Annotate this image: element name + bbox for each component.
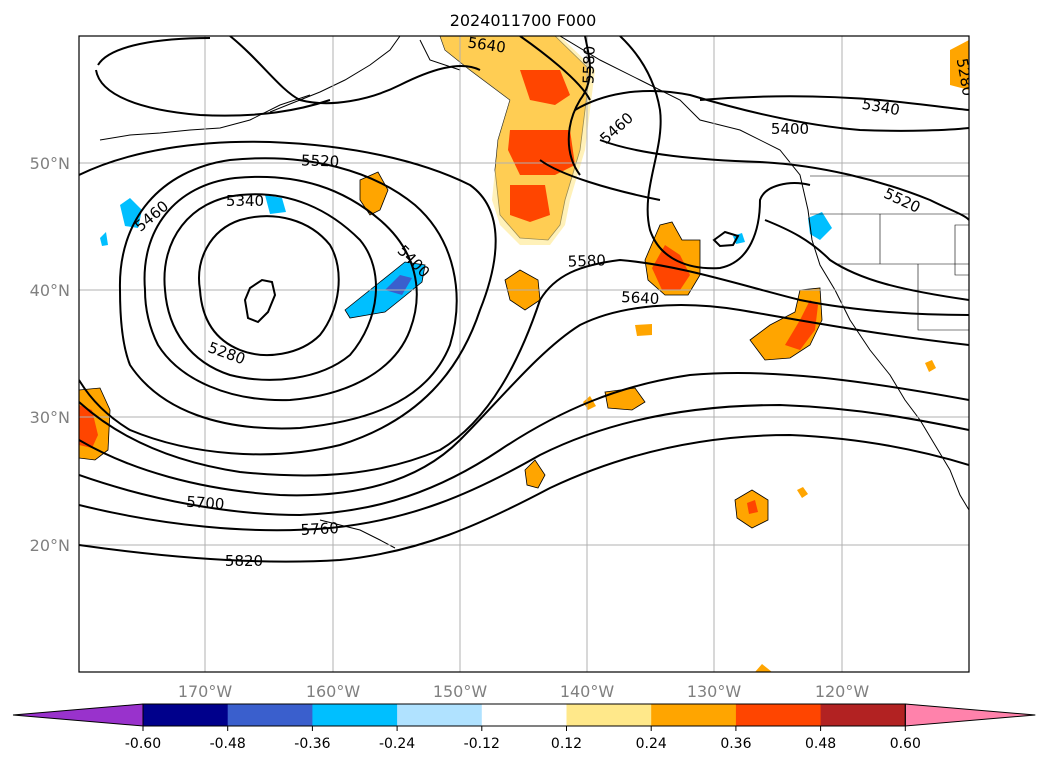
contour-label: 5400: [771, 120, 809, 138]
contour-5760: [79, 403, 969, 532]
map-frame: [78, 35, 970, 673]
contour-5700: [79, 372, 969, 517]
contour-5820: [79, 433, 969, 563]
lat-label: 50°N: [30, 154, 70, 173]
colorbar-cell: [651, 704, 737, 726]
colorbar-tick-label: -0.48: [210, 736, 246, 752]
shade-blob-136w: [635, 324, 652, 336]
colorbar-cell: [566, 704, 652, 726]
shade-blob-117w: [925, 360, 936, 372]
contour-5400: [143, 175, 418, 402]
colorbar-tick-label: 0.60: [890, 736, 921, 752]
colorbar-tick-label: -0.36: [294, 736, 330, 752]
contour-5460: [118, 157, 458, 430]
colorbar-tick-label: -0.60: [125, 736, 161, 752]
lon-label: 170°W: [178, 682, 233, 701]
lon-labels: 170°W 160°W 150°W 140°W 130°W 120°W: [178, 682, 870, 701]
lon-label: 160°W: [306, 682, 361, 701]
contour-north-2: [95, 69, 331, 117]
contour-5280: [198, 215, 340, 356]
contour-label: 5760: [300, 519, 339, 539]
colorbar-tick-label: 0.24: [636, 736, 667, 752]
contour-label: 5340: [226, 192, 264, 210]
contour-label: 5640: [621, 288, 660, 308]
contour-label: 5700: [186, 493, 225, 514]
colorbar-cell: [143, 704, 229, 726]
height-contours: [79, 36, 969, 563]
shade-blob-143w: [524, 459, 546, 489]
lon-label: 130°W: [687, 682, 742, 701]
colorbar-tick-label: 0.48: [805, 736, 836, 752]
colorbar-frame: [142, 703, 906, 727]
contour-5640-main: [79, 304, 969, 497]
contour-5460-ne: [599, 139, 969, 221]
colorbar-extend-high: [904, 703, 1036, 727]
lat-label: 40°N: [30, 281, 70, 300]
lat-label: 30°N: [30, 408, 70, 427]
shade-blue-west-2: [100, 232, 108, 246]
contour-north-1: [97, 36, 481, 105]
colorbar-cell: [820, 704, 906, 726]
contour-5340: [163, 193, 377, 381]
contour-label: 5820: [225, 552, 263, 570]
contour-label: 5580: [579, 45, 598, 84]
contour-label: 5640: [467, 33, 507, 56]
colorbar-cell: [227, 704, 313, 726]
shade-band-north-red2: [508, 130, 575, 175]
shade-blob-bottom: [755, 664, 772, 672]
contour-5280-inner: [243, 278, 277, 324]
shade-ne-corner: [950, 40, 969, 90]
lat-label: 20°N: [30, 536, 70, 555]
colorbar-extend-low: [12, 703, 144, 727]
colorbar-tick-label: -0.24: [379, 736, 415, 752]
shade-blue-coast: [808, 212, 832, 240]
colorbar-cell: [312, 704, 398, 726]
colorbar-tick-label: -0.12: [464, 736, 500, 752]
colorbar-tick-label: 0.36: [720, 736, 751, 752]
colorbar-cell: [481, 704, 567, 726]
colorbar-tick-label: 0.12: [551, 736, 582, 752]
lon-label: 120°W: [815, 682, 870, 701]
shade-band-north-red1: [520, 70, 570, 105]
contour-5400-ne: [574, 90, 969, 132]
lon-label: 150°W: [433, 682, 488, 701]
colorbar-cell: [397, 704, 483, 726]
contour-small-130w: [712, 230, 740, 248]
contour-label: 5520: [301, 151, 340, 170]
contour-5340-ne: [699, 95, 969, 111]
contour-5580-west: [79, 258, 969, 477]
shade-blob-127w-red: [747, 500, 758, 514]
contour-north-3: [519, 36, 811, 270]
contour-5520: [79, 140, 497, 456]
lon-label: 140°W: [560, 682, 615, 701]
map-panel: 5640 5580 5460 5340 5400 5520 5460 5340 …: [78, 33, 970, 673]
state-borders: [810, 175, 969, 331]
lat-labels: 20°N 30°N 40°N 50°N: [30, 154, 70, 555]
shade-blob-west-edge-red: [79, 405, 98, 448]
shade-blue-165w: [265, 195, 286, 214]
shade-band-north-red3: [510, 185, 550, 222]
colorbar: -0.60 -0.48 -0.36 -0.24 -0.12 0.12 0.24 0.36 0.4…: [12, 703, 1036, 752]
map-title: 2024011700 F000: [450, 11, 597, 30]
colorbar-cell: [735, 704, 822, 726]
shade-blob-ca-red: [785, 300, 818, 350]
contour-5640-ne: [539, 159, 969, 301]
shade-blob-123w: [797, 487, 808, 498]
contour-label: 5580: [567, 251, 606, 270]
